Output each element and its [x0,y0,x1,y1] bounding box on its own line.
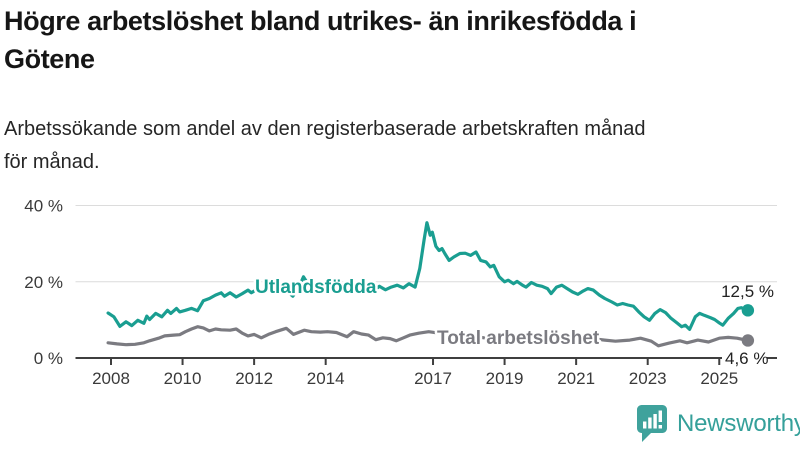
series-label-total: Total arbetslöshet [437,328,600,349]
x-axis-label: 2008 [92,369,130,388]
series-label-utlandsfodda: Utlandsfödda [255,277,377,298]
series-line-utlandsfodda [106,221,750,331]
end-value-label-utlandsfodda: 12,5 % [721,282,774,301]
brand-name: Newsworthy [677,410,800,437]
series-end-dot [741,304,755,317]
x-axis-label: 2010 [164,369,202,388]
series-line-total [106,325,750,348]
page-title-line-2: Götene [4,44,95,74]
series-end-dot [741,334,755,347]
line-chart: 0 % 20 % 40 % 2008 2010 2012 2014 2017 2019 2021 2… [24,197,777,388]
x-axis-label: 2012 [235,369,273,388]
x-axis-label: 2014 [307,369,345,388]
newsworthy-logo-icon [637,405,667,442]
y-axis-label: 20 % [24,273,63,292]
page-title-line-1: Högre arbetslöshet bland utrikes- än inr… [4,6,637,36]
end-value-label-total: 4,6 % [725,349,768,368]
x-axis-label: 2023 [629,369,667,388]
brand-footer: Newsworthy [636,404,800,444]
chart-subtitle: Arbetssökande som andel av den registerb… [0,113,650,179]
x-axis-label: 2019 [486,369,524,388]
end-value-label-bg [722,349,767,367]
x-axis-label: 2021 [557,369,595,388]
y-axis-label: 40 % [24,197,63,216]
chart-subtitle-line-1: Arbetssökande som andel av den registerb… [4,118,646,140]
x-axis-label: 2017 [414,369,452,388]
chart-subtitle-line-2: för månad. [4,151,100,173]
page-title: Högre arbetslöshet bland utrikes- än inr… [0,2,640,78]
y-axis-label: 0 % [34,349,63,368]
x-axis-label: 2025 [700,369,738,388]
